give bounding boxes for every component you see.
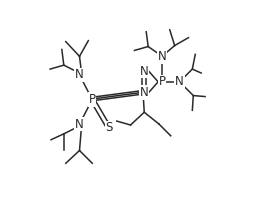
Text: P: P	[89, 93, 96, 106]
Text: S: S	[105, 121, 113, 135]
Text: N: N	[140, 64, 149, 78]
Text: P: P	[158, 75, 165, 88]
Text: N: N	[75, 68, 84, 81]
Text: N: N	[175, 75, 184, 88]
Text: N: N	[140, 86, 149, 99]
Text: N: N	[75, 118, 84, 131]
Text: N: N	[158, 50, 166, 63]
